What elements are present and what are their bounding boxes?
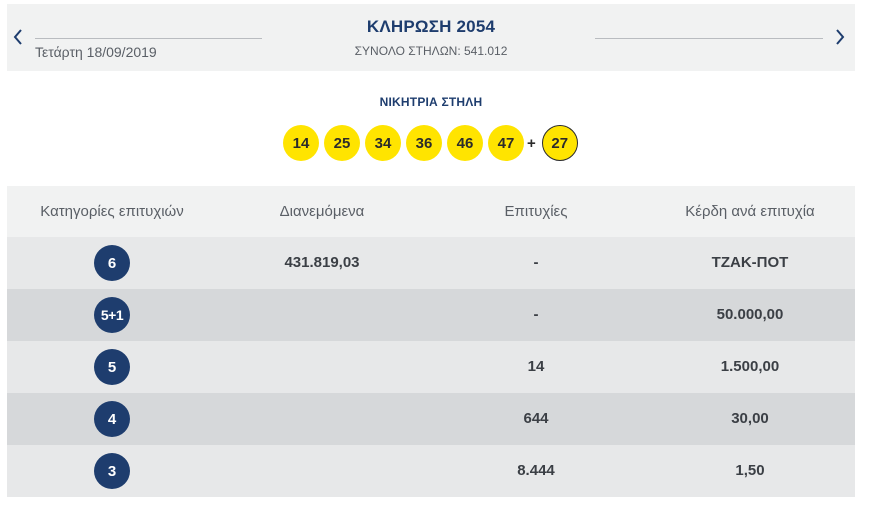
category-badge: 6 <box>94 245 130 281</box>
total-columns: ΣΥΝΟΛΟ ΣΤΗΛΩΝ: 541.012 <box>354 44 508 58</box>
chevron-right-icon[interactable] <box>833 26 847 48</box>
winners-count: 644 <box>523 410 549 427</box>
winning-numbers: 14 25 34 36 46 47 + 27 <box>283 124 578 162</box>
winning-number-ball: 36 <box>406 125 442 161</box>
category-badge: 4 <box>94 401 130 437</box>
prize-per-winner: ΤΖΑΚ-ΠΟΤ <box>711 254 789 271</box>
results-table: Κατηγορίες επιτυχιών Διανεμόμενα Επιτυχί… <box>7 186 855 497</box>
winning-number-ball: 47 <box>488 125 524 161</box>
category-badge: 5+1 <box>94 297 130 333</box>
header-prize: Κέρδη ανά επιτυχία <box>685 203 815 220</box>
distributed-amount <box>217 341 427 393</box>
table-header: Κατηγορίες επιτυχιών Διανεμόμενα Επιτυχί… <box>7 186 855 237</box>
draw-date: Τετάρτη 18/09/2019 <box>35 44 157 60</box>
distributed-amount <box>217 289 427 341</box>
prize-per-winner: 1,50 <box>735 462 765 479</box>
header-divider-right <box>595 38 823 39</box>
header-divider-left <box>35 38 262 39</box>
winners-count: 8.444 <box>517 462 555 479</box>
chevron-left-icon[interactable] <box>11 26 25 48</box>
winners-count: - <box>533 306 539 323</box>
distributed-amount <box>217 393 427 445</box>
header-category: Κατηγορίες επιτυχιών <box>40 203 184 220</box>
category-badge: 5 <box>94 349 130 385</box>
draw-header: Τετάρτη 18/09/2019 ΚΛΗΡΩΣΗ 2054 ΣΥΝΟΛΟ Σ… <box>7 4 855 71</box>
prize-per-winner: 1.500,00 <box>720 358 780 375</box>
winning-column-label: ΝΙΚΗΤΡΙΑ ΣΤΗΛΗ <box>379 95 483 109</box>
header-distributed: Διανεμόμενα <box>279 203 365 220</box>
winners-count: - <box>533 254 539 271</box>
winning-number-ball: 34 <box>365 125 401 161</box>
prize-per-winner: 30,00 <box>731 410 769 427</box>
table-row: 5 14 1.500,00 <box>7 341 855 393</box>
bonus-number-ball: 27 <box>541 125 578 161</box>
plus-sign: + <box>527 134 536 152</box>
draw-title: ΚΛΗΡΩΣΗ 2054 <box>366 17 496 36</box>
category-badge: 3 <box>94 453 130 489</box>
winning-number-ball: 46 <box>447 125 483 161</box>
winning-number-ball: 14 <box>283 125 319 161</box>
prize-per-winner: 50.000,00 <box>716 306 784 323</box>
header-winners: Επιτυχίες <box>504 203 568 220</box>
table-row: 6 431.819,03 - ΤΖΑΚ-ΠΟΤ <box>7 237 855 289</box>
distributed-amount <box>217 445 427 497</box>
winners-count: 14 <box>527 358 545 375</box>
table-row: 5+1 - 50.000,00 <box>7 289 855 341</box>
table-row: 3 8.444 1,50 <box>7 445 855 497</box>
distributed-amount: 431.819,03 <box>284 254 360 271</box>
table-row: 4 644 30,00 <box>7 393 855 445</box>
winning-number-ball: 25 <box>324 125 360 161</box>
